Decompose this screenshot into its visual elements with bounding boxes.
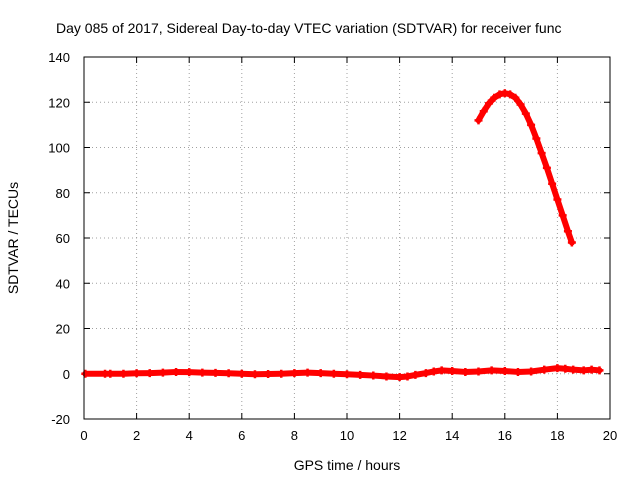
data-point-baseline [595,366,604,375]
y-tick-label: 0 [63,367,70,382]
x-tick-label: 8 [291,428,298,443]
grid [84,57,610,419]
x-tick-label: 14 [445,428,459,443]
y-tick-label: 120 [48,95,70,110]
y-tick-label: 40 [56,276,70,291]
x-tick-label: 2 [133,428,140,443]
data-point-arc [567,238,576,247]
x-tick-label: 0 [80,428,87,443]
x-tick-label: 16 [498,428,512,443]
y-tick-label: 80 [56,186,70,201]
plot-border [83,56,611,420]
chart-title: Day 085 of 2017, Sidereal Day-to-day VTE… [56,20,562,36]
x-tick-label: 18 [550,428,564,443]
x-tick-label: 12 [392,428,406,443]
y-tick-label: 20 [56,322,70,337]
y-tick-label: 100 [48,141,70,156]
y-tick-label: -20 [51,412,70,427]
x-tick-label: 6 [238,428,245,443]
y-tick-label: 60 [56,231,70,246]
axis-ticks: 0 2 4 6 8 10 12 14 16 18 20 -20 0 20 40 60 80 100 120 140 [48,50,617,443]
x-tick-label: 10 [340,428,354,443]
data-points [81,89,604,382]
y-axis-label: SDTVAR / TECUs [5,182,21,294]
x-axis-label: GPS time / hours [294,457,401,473]
x-tick-label: 4 [186,428,193,443]
y-tick-label: 140 [48,50,70,65]
x-tick-label: 20 [603,428,617,443]
